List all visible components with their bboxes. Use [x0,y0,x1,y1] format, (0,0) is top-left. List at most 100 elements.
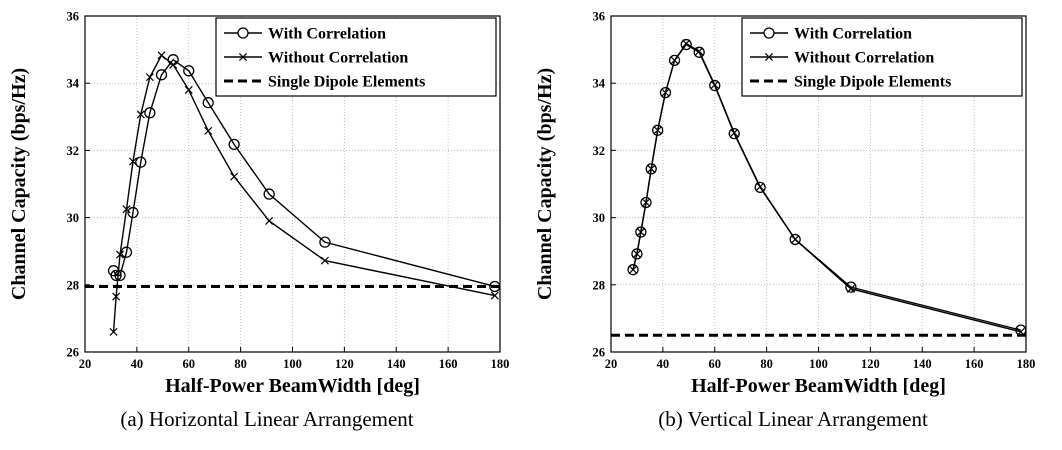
data-point-circle [228,138,240,151]
data-point-x [661,88,670,97]
legend-box [215,17,497,97]
data-point-circle [668,54,681,67]
data-point-x [636,228,645,237]
data-point-circle [627,264,639,276]
x-tick-label: 80 [760,357,773,371]
x-tick-label: 60 [183,357,196,371]
x-tick-label: 180 [1017,357,1036,371]
data-point-x [695,47,704,56]
data-point-circle [709,79,721,92]
x-tick-label: 100 [809,357,828,371]
y-tick-label: 32 [67,144,80,158]
data-point-circle [127,206,139,219]
data-point-x [128,157,138,166]
data-point-x [730,128,739,137]
data-point-circle [155,69,168,81]
y-tick-label: 28 [67,278,80,292]
data-point-circle [640,196,652,209]
data-point-x [112,292,121,301]
data-point-circle [135,156,147,168]
x-tick-label: 140 [913,357,932,371]
legend: With Correlation Without Correlation Singl… [741,17,1023,97]
data-point-circle [728,127,740,140]
x-tick-label: 120 [861,357,880,371]
data-point-circle [635,226,647,238]
data-point-circle [144,107,156,119]
data-point-x [109,327,118,336]
data-point-x [169,60,178,69]
y-tick-label: 26 [593,346,606,360]
x-tick-label: 40 [131,357,144,371]
data-point-x [490,291,499,300]
data-point-circle [263,188,275,200]
data-point-circle [319,236,331,248]
data-point-x [122,205,131,214]
chart-panel-horizontal: 20 40 60 80 100 120 140 160 180 26 28 30 32 34 36 Half-… [8,10,509,432]
legend-entry-label: Single Dipole Elements [794,74,951,91]
data-point-circle [652,124,664,136]
data-point-x [629,265,638,274]
data-point-x [204,126,213,135]
data-point-x [682,39,691,48]
data-point-circle [754,181,766,194]
y-tick-label: 36 [67,10,80,24]
data-point-circle [845,281,857,293]
data-point-circle [631,248,643,260]
chart-caption: (a) Horizontal Linear Arrangement [120,407,413,431]
x-tick-label: 20 [605,357,618,371]
y-tick-label: 34 [67,77,80,91]
data-point-x [145,73,154,82]
x-axis-label: Half-Power BeamWidth [deg] [691,375,946,397]
y-tick-label: 28 [593,278,606,292]
legend-entry-label: Single Dipole Elements [268,74,425,91]
y-tick-label: 26 [67,346,80,360]
data-point-x [115,250,125,259]
y-axis-label: Channel Capacity (bps/Hz) [534,68,556,300]
legend-marker-circle [763,27,775,39]
data-point-circle [202,97,214,109]
x-tick-label: 140 [387,357,406,371]
data-point-x [184,85,193,94]
chart-caption: (b) Vertical Linear Arrangement [658,407,928,431]
x-tick-label: 100 [283,357,302,371]
data-point-x [265,216,274,225]
y-tick-label: 36 [593,10,606,24]
data-point-x [647,164,656,173]
legend-marker-x [764,52,774,62]
data-point-circle [110,269,122,282]
data-point-x [653,126,662,135]
x-tick-label: 120 [335,357,354,371]
data-point-x [846,284,855,293]
x-tick-label: 40 [657,357,670,371]
data-point-x [756,182,765,191]
data-point-x [710,80,719,89]
legend-entry-label: With Correlation [794,26,912,43]
data-point-circle [693,46,705,58]
y-tick-label: 30 [593,211,606,225]
y-tick-label: 30 [67,211,80,225]
data-point-x [157,51,166,60]
series-line-1 [632,42,1021,333]
data-point-x [641,198,651,207]
x-tick-label: 180 [491,357,510,371]
x-tick-label: 160 [439,357,458,371]
legend-entry-label: With Correlation [268,26,386,43]
y-tick-label: 32 [593,144,606,158]
data-point-x [670,56,679,65]
data-point-circle [789,233,801,246]
data-point-circle [114,269,126,282]
x-axis-label: Half-Power BeamWidth [deg] [165,375,420,397]
series-line-1 [112,54,495,332]
legend-entry-label: Without Correlation [794,50,934,67]
data-point-circle [680,38,692,51]
x-tick-label: 80 [234,357,247,371]
legend-marker-circle [237,27,249,39]
data-point-x [136,110,145,119]
x-tick-label: 20 [79,357,92,371]
y-tick-label: 34 [593,77,606,91]
legend-entry-label: Without Correlation [268,50,408,67]
data-point-circle [659,86,672,99]
y-axis-label: Channel Capacity (bps/Hz) [8,68,30,300]
series-line-0 [112,58,495,288]
